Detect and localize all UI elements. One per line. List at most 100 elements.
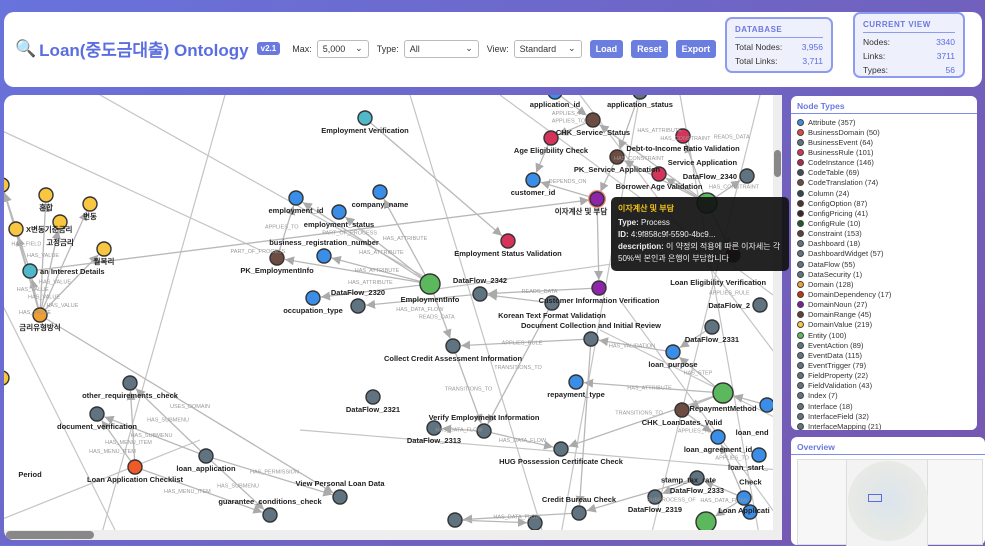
- graph-node[interactable]: [609, 149, 625, 165]
- graph-node[interactable]: [419, 273, 441, 295]
- minimap[interactable]: [797, 459, 983, 546]
- legend-item[interactable]: ConfigOption (87): [791, 198, 977, 208]
- graph-node[interactable]: [332, 489, 348, 505]
- graph-node[interactable]: [759, 397, 775, 413]
- legend-item[interactable]: FieldValidation (43): [791, 381, 977, 391]
- graph-edge[interactable]: [462, 512, 580, 524]
- horizontal-scrollbar[interactable]: [4, 530, 782, 540]
- graph-node[interactable]: [585, 112, 601, 128]
- graph-node[interactable]: [695, 511, 717, 533]
- graph-node[interactable]: [651, 166, 667, 182]
- graph-node[interactable]: [38, 187, 54, 203]
- graph-node[interactable]: [736, 490, 752, 506]
- graph-node[interactable]: [198, 448, 214, 464]
- graph-node[interactable]: [269, 250, 285, 266]
- graph-edge[interactable]: [594, 198, 604, 281]
- legend-item[interactable]: Domain (128): [791, 279, 977, 289]
- graph-edge[interactable]: [101, 420, 136, 468]
- legend-item[interactable]: Entity (100): [791, 330, 977, 340]
- legend-item[interactable]: DataFlow (55): [791, 259, 977, 269]
- legend-item[interactable]: ConfigRule (10): [791, 218, 977, 228]
- graph-edge[interactable]: [623, 160, 708, 204]
- graph-node[interactable]: [350, 298, 366, 314]
- legend-item[interactable]: BusinessDomain (50): [791, 127, 977, 137]
- graph-node[interactable]: [568, 374, 584, 390]
- graph-edge[interactable]: [364, 117, 503, 237]
- graph-node[interactable]: [8, 221, 24, 237]
- reset-button[interactable]: Reset: [631, 39, 668, 58]
- graph-svg[interactable]: APPLIES_TO DEPENDS_ON HAS_CONSTRAINT HAS_CO…: [4, 95, 782, 540]
- graph-edge[interactable]: [39, 202, 50, 316]
- graph-node[interactable]: [32, 307, 48, 323]
- view-select[interactable]: Standard ⌄: [513, 39, 582, 58]
- graph-edge[interactable]: [583, 378, 724, 394]
- graph-edge[interactable]: [452, 345, 483, 424]
- graph-node[interactable]: [547, 95, 563, 100]
- legend-item[interactable]: CodeTable (69): [791, 168, 977, 178]
- graph-edge[interactable]: [135, 388, 207, 457]
- graph-edge[interactable]: [205, 455, 265, 511]
- graph-edge[interactable]: [104, 415, 207, 457]
- graph-edge[interactable]: [487, 302, 553, 425]
- graph-node[interactable]: [4, 370, 10, 386]
- graph-edge[interactable]: [483, 430, 554, 450]
- graph-node[interactable]: [674, 402, 690, 418]
- graph-edge[interactable]: [4, 192, 41, 316]
- graph-edge[interactable]: [39, 229, 61, 316]
- graph-edge[interactable]: [365, 293, 481, 309]
- graph-node[interactable]: [665, 344, 681, 360]
- graph-node[interactable]: [710, 429, 726, 445]
- minimap-viewport[interactable]: [868, 494, 882, 502]
- graph-node[interactable]: [426, 420, 442, 436]
- max-select[interactable]: 5,000 ⌄: [316, 39, 369, 58]
- legend-item[interactable]: EventData (115): [791, 350, 977, 360]
- graph-node[interactable]: [96, 241, 112, 257]
- legend-item[interactable]: Attribute (357): [791, 117, 977, 127]
- graph-edge[interactable]: [320, 283, 431, 301]
- graph-node[interactable]: [689, 470, 705, 486]
- legend-item[interactable]: ConfigPricing (41): [791, 208, 977, 218]
- graph-node[interactable]: [316, 248, 332, 264]
- legend-item[interactable]: BusinessEvent (64): [791, 137, 977, 147]
- legend-item[interactable]: Column (24): [791, 188, 977, 198]
- graph-node[interactable]: [52, 214, 68, 230]
- vertical-scroll-thumb[interactable]: [774, 150, 781, 177]
- graph-edge[interactable]: [39, 314, 334, 494]
- graph-node[interactable]: [365, 389, 381, 405]
- graph-node[interactable]: [571, 505, 587, 521]
- legend-item[interactable]: FieldProperty (22): [791, 371, 977, 381]
- graph-node[interactable]: [742, 504, 758, 520]
- graph-edge[interactable]: [302, 201, 431, 285]
- graph-edge[interactable]: [205, 455, 333, 497]
- graph-edge[interactable]: [276, 205, 296, 259]
- graph-node[interactable]: [288, 190, 304, 206]
- graph-node[interactable]: [544, 295, 560, 311]
- legend-item[interactable]: CodeInstance (146): [791, 158, 977, 168]
- legend-item[interactable]: Index (7): [791, 391, 977, 401]
- type-select[interactable]: All ⌄: [403, 39, 479, 58]
- export-button[interactable]: Export: [675, 39, 717, 58]
- legend-item[interactable]: InterfaceField (32): [791, 411, 977, 421]
- graph-node[interactable]: [122, 375, 138, 391]
- legend-item[interactable]: DataSecurity (1): [791, 269, 977, 279]
- graph-node[interactable]: [751, 447, 767, 463]
- graph-edge[interactable]: [344, 216, 431, 285]
- graph-node[interactable]: [500, 233, 516, 249]
- graph-edge[interactable]: [618, 95, 640, 150]
- graph-node[interactable]: [752, 297, 768, 313]
- graph-node[interactable]: [704, 319, 720, 335]
- graph-node[interactable]: [89, 406, 105, 422]
- graph-edge[interactable]: [599, 124, 708, 204]
- horizontal-scroll-thumb[interactable]: [6, 531, 94, 539]
- graph-node[interactable]: [472, 286, 488, 302]
- graph-edge[interactable]: [39, 211, 88, 316]
- graph-edge[interactable]: [568, 392, 724, 448]
- load-button[interactable]: Load: [589, 39, 624, 58]
- legend-item[interactable]: DomainValue (219): [791, 320, 977, 330]
- graph-edge[interactable]: [126, 390, 136, 468]
- graph-node[interactable]: [583, 331, 599, 347]
- graph-edge[interactable]: [460, 338, 592, 350]
- legend-item[interactable]: DashboardWidget (57): [791, 249, 977, 259]
- graph-edge[interactable]: [284, 256, 431, 285]
- graph-node[interactable]: [262, 507, 278, 523]
